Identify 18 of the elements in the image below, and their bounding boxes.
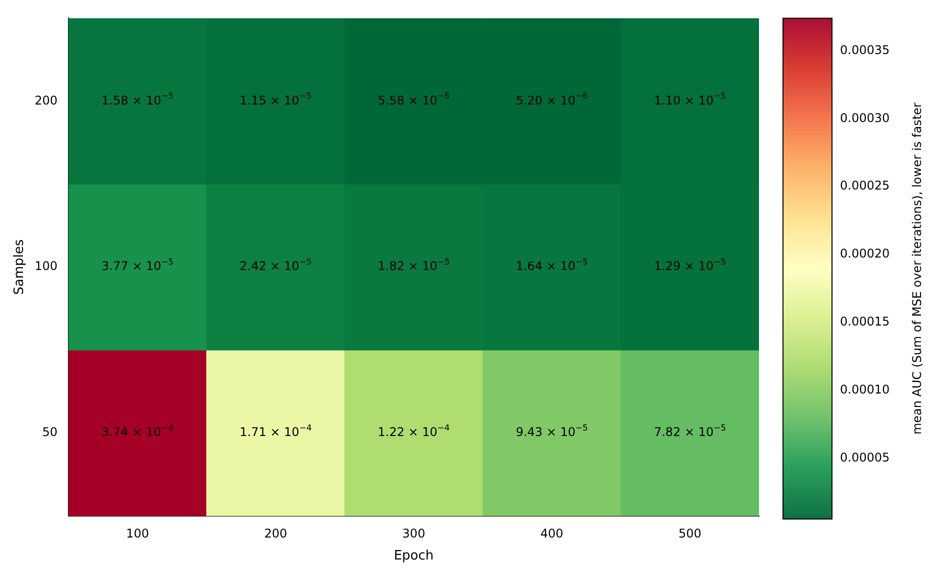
color-bar-label: 0.00020 bbox=[840, 246, 890, 261]
y-tick-label: 200 bbox=[34, 93, 58, 108]
x-tick-label: 300 bbox=[402, 526, 426, 540]
color-bar-label: 0.00030 bbox=[840, 110, 890, 125]
color-bar-label: 0.00010 bbox=[840, 382, 890, 396]
x-tick-label: 100 bbox=[126, 526, 150, 540]
x-tick-label: 400 bbox=[540, 526, 564, 540]
color-bar-label: 0.00015 bbox=[840, 314, 890, 328]
y-axis-title: Samples bbox=[12, 239, 28, 295]
y-tick-label: 50 bbox=[42, 425, 58, 440]
y-tick-label: 100 bbox=[34, 259, 58, 274]
color-bar-label: 0.00035 bbox=[840, 42, 890, 57]
color-bar-label: 0.00005 bbox=[840, 450, 890, 464]
color-bar-title: mean AUC (Sum of MSE over iterations), lower is faster bbox=[910, 102, 924, 435]
x-axis-title: Epoch bbox=[394, 548, 434, 564]
color-bar-label: 0.00025 bbox=[840, 178, 890, 193]
x-tick-label: 500 bbox=[678, 526, 702, 540]
x-tick-label: 200 bbox=[264, 526, 288, 540]
